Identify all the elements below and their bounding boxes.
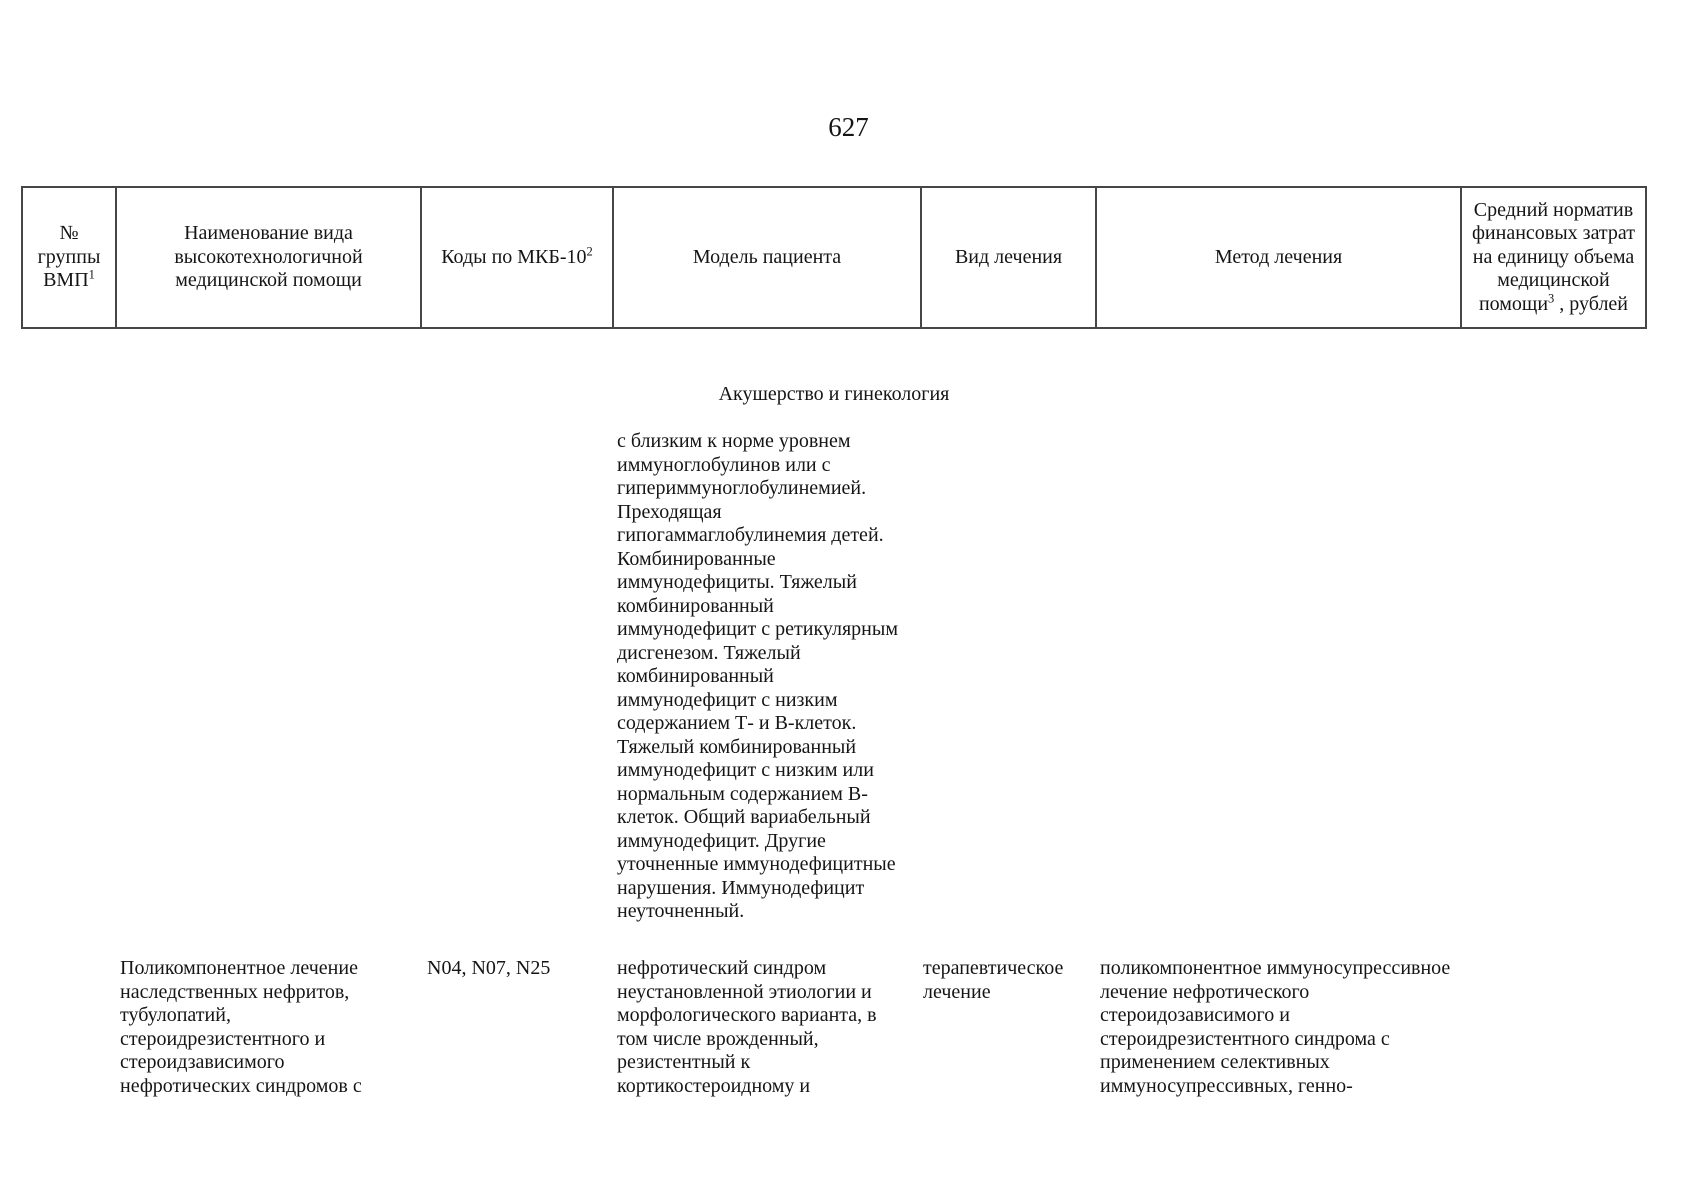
header-label: Средний норматив финансовых затрат на ед… (1472, 199, 1635, 317)
header-label-text: Наименование вида высокотехнологичной ме… (174, 222, 363, 292)
header-cell-treatment-kind: Вид лечения (922, 188, 1097, 327)
header-label-text: Средний норматив финансовых затрат на ед… (1471, 198, 1636, 315)
patient-model-continuation-text: с близким к норме уровнем иммуноглобулин… (617, 430, 898, 922)
table-header-row: № группы ВМП1 Наименование вида высокоте… (21, 186, 1647, 329)
header-cell-group-number: № группы ВМП1 (23, 188, 117, 327)
care-type-name-cell: Поликомпонентное лечение наследственных … (120, 957, 362, 1097)
treatment-kind-cell: терапевтическое лечение (923, 957, 1064, 1003)
section-title: Акушерство и гинекология (718, 383, 950, 405)
header-cell-care-type-name: Наименование вида высокотехнологичной ме… (117, 188, 422, 327)
header-cell-average-cost: Средний норматив финансовых затрат на ед… (1462, 188, 1645, 327)
header-label-text: Вид лечения (954, 245, 1063, 268)
header-cell-treatment-method: Метод лечения (1097, 188, 1462, 327)
header-cell-patient-model: Модель пациента (614, 188, 922, 327)
header-label: Наименование вида высокотехнологичной ме… (174, 222, 362, 293)
header-label: Коды по МКБ-102 (441, 244, 593, 270)
treatment-method-cell: поликомпонентное иммуносупрессивное лече… (1100, 957, 1451, 1097)
patient-model-cell: нефротический синдром неустановленной эт… (617, 957, 877, 1097)
footnote-superscript-2: 2 (586, 244, 593, 259)
page-number: 627 (828, 112, 869, 142)
header-label: № группы ВМП1 (38, 222, 101, 293)
header-label-text: № группы ВМП (37, 222, 101, 292)
header-label: Модель пациента (693, 246, 841, 270)
header-cell-icd-codes: Коды по МКБ-102 (422, 188, 614, 327)
header-label: Метод лечения (1215, 246, 1342, 270)
header-label-text: Модель пациента (692, 245, 842, 268)
header-label-text: Метод лечения (1214, 245, 1343, 268)
footnote-superscript-3: 3 (1548, 291, 1555, 306)
header-label-text-after-sup: , рублей (1554, 292, 1629, 315)
header-label-text: Коды по МКБ-10 (441, 245, 587, 268)
icd-codes-cell: N04, N07, N25 (427, 957, 551, 979)
footnote-superscript-1: 1 (88, 267, 95, 282)
header-label: Вид лечения (955, 246, 1062, 270)
